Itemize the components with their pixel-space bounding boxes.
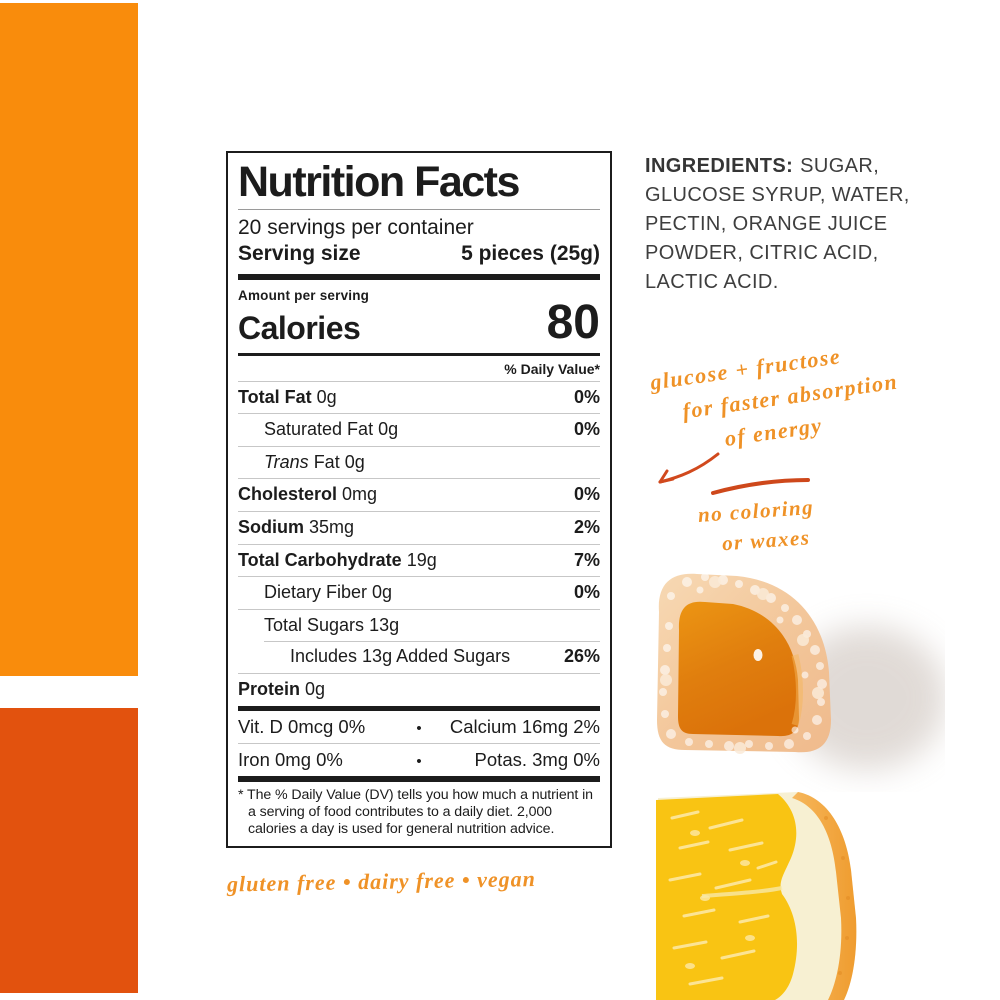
micronutrient-row-iron-potassium: Iron 0mg 0% • Potas. 3mg 0%	[238, 743, 600, 776]
nutrient-row-dietary-fiber: Dietary Fiber 0g 0%	[238, 576, 600, 609]
ingredients-text: SUGAR,	[800, 155, 880, 177]
nutrient-name: Total Sugars	[264, 614, 365, 635]
nutrient-amount: 0g	[378, 419, 399, 440]
ingredients-line: POWDER, CITRIC ACID,	[645, 242, 879, 264]
nutrient-row-sodium: Sodium 35mg 2%	[238, 511, 600, 544]
nutrient-amount: 0mg	[342, 484, 378, 505]
jelly-highlight	[791, 654, 803, 727]
rind-pores	[824, 816, 850, 975]
nutrient-dv: 0%	[573, 419, 600, 440]
nutrient-row-added-sugars: Includes 13g Added Sugars 26%	[238, 641, 600, 673]
micro-right: Calcium 16mg 2%	[449, 716, 600, 738]
nutrient-amount: 0g	[305, 678, 326, 699]
servings-per-container: 20 servings per container	[238, 216, 474, 240]
nutrient-name: Cholesterol	[238, 484, 338, 505]
nutrient-dv: 0%	[573, 582, 600, 603]
nutrient-name: Includes 13g Added Sugars	[290, 646, 511, 667]
nutrient-amount: 0g	[316, 386, 337, 407]
nutrient-name: Dietary Fiber	[264, 582, 368, 603]
jelly-gloss-spot	[753, 649, 763, 661]
micronutrient-row-vitd-calcium: Vit. D 0mcg 0% • Calcium 16mg 2%	[238, 711, 600, 743]
curved-arrow-icon	[658, 452, 720, 484]
underline-stroke	[711, 478, 810, 495]
divider	[238, 209, 600, 211]
nutrient-dv: 0%	[573, 484, 600, 505]
nutrient-row-protein: Protein 0g	[238, 672, 600, 706]
thick-divider	[238, 274, 600, 280]
nutrient-row-saturated-fat: Saturated Fat 0g 0%	[238, 413, 600, 446]
orange-slice-photo	[656, 792, 857, 1000]
nutrient-row-total-fat: Total Fat 0g 0%	[238, 380, 600, 414]
daily-value-footnote: * The % Daily Value (DV) tells you how m…	[238, 786, 593, 837]
slice-rind	[792, 792, 857, 1000]
handwritten-note-energy: glucose + fructose for faster absorption…	[648, 321, 979, 464]
nutrient-amount: Fat 0g	[313, 451, 365, 472]
ingredients-line: PECTIN, ORANGE JUICE	[645, 213, 888, 235]
ingredients-block: INGREDIENTS: SUGAR, GLUCOSE SYRUP, WATER,…	[645, 152, 930, 297]
serving-size-label: Serving size	[238, 242, 361, 266]
nutrient-amount: 13g	[369, 614, 400, 635]
calories-value: 80	[546, 296, 600, 349]
bullet-separator: •	[416, 753, 422, 771]
ingredients-line: GLUCOSE SYRUP, WATER,	[645, 184, 910, 206]
nutrient-name: Saturated Fat	[264, 419, 374, 440]
sugar-crystals-large	[660, 576, 824, 754]
nutrient-row-cholesterol: Cholesterol 0mg 0%	[238, 478, 600, 511]
nutrient-dv: 26%	[563, 646, 600, 667]
daily-value-header: % Daily Value*	[504, 360, 600, 377]
handwritten-note-diet-claims: gluten free • dairy free • vegan	[226, 866, 537, 897]
color-block-orange	[0, 3, 138, 676]
nutrition-facts-title: Nutrition Facts	[238, 158, 520, 206]
nutrient-name: Protein	[238, 678, 301, 699]
flesh-sparkle	[685, 830, 755, 969]
color-block-dark-orange	[0, 708, 138, 993]
calories-label: Calories	[238, 309, 361, 346]
nutrient-amount: 35mg	[309, 517, 355, 537]
sugar-crystals	[659, 573, 827, 751]
nutrient-amount: 19g	[406, 549, 437, 570]
nutrient-dv: 2%	[573, 517, 600, 537]
nutrient-name: Trans	[264, 451, 309, 472]
nutrient-name: Total Carbohydrate	[238, 549, 402, 570]
amount-per-serving: Amount per serving	[238, 288, 370, 303]
gummy-candy-photo	[657, 573, 945, 770]
nutrient-name: Sodium	[238, 517, 304, 537]
gummy-jelly-center	[678, 601, 799, 737]
thick-divider	[238, 776, 600, 782]
nutrient-dv: 7%	[573, 549, 600, 570]
nutrient-row-total-sugars: Total Sugars 13g	[238, 608, 600, 642]
micro-right: Potas. 3mg 0%	[474, 749, 600, 771]
nutrient-name: Total Fat	[238, 386, 312, 407]
ingredients-line: INGREDIENTS: SUGAR,	[645, 152, 930, 181]
ingredients-heading: INGREDIENTS:	[645, 155, 794, 177]
nutrition-facts-panel: Nutrition Facts 20 servings per containe…	[226, 151, 612, 848]
bullet-separator: •	[416, 720, 422, 738]
flesh-highlights	[668, 810, 778, 986]
nutrient-dv: 0%	[573, 386, 600, 407]
micro-left: Iron 0mg 0%	[238, 749, 343, 771]
nutrient-row-total-carbohydrate: Total Carbohydrate 19g 7%	[238, 543, 600, 577]
nutrient-row-trans-fat: Trans Fat 0g	[238, 445, 600, 479]
ingredients-line: LACTIC ACID.	[645, 271, 779, 293]
thick-divider	[238, 705, 600, 712]
segment-divider	[701, 886, 783, 898]
calories-row: Calories 80	[238, 296, 600, 349]
serving-size-row: Serving size 5 pieces (25g)	[238, 242, 600, 266]
nutrient-amount: 0g	[372, 582, 393, 603]
micro-left: Vit. D 0mcg 0%	[238, 716, 366, 738]
medium-divider	[238, 352, 600, 356]
serving-size-value: 5 pieces (25g)	[461, 242, 600, 266]
